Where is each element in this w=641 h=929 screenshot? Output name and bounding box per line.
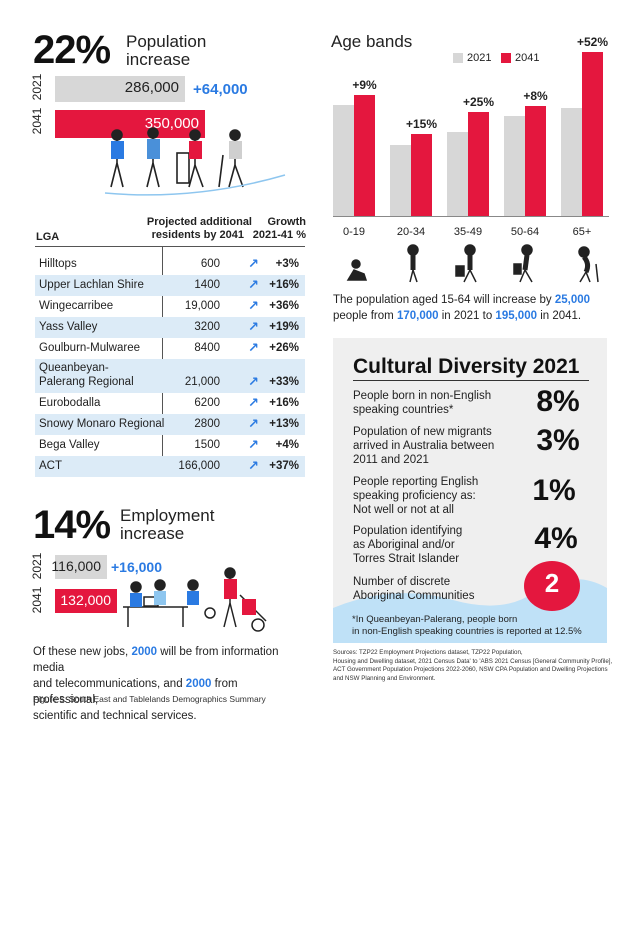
x-tick-label: 35-49 bbox=[453, 226, 483, 238]
employment-value-2041: 132,000 bbox=[60, 592, 111, 608]
up-right-arrow-icon: ↗ bbox=[248, 374, 259, 389]
employment-year-2021: 2021 bbox=[30, 552, 44, 580]
sources-text: Sources: TZP22 Employment Projections da… bbox=[333, 649, 613, 682]
table-header-growth-line1: Growth bbox=[267, 216, 307, 228]
table-header-growth-line2: 2021-41 % bbox=[252, 229, 306, 241]
x-tick-label: 20-34 bbox=[396, 226, 426, 238]
aboriginal-communities-count: 2 bbox=[544, 568, 560, 598]
growth-label: +15% bbox=[405, 116, 438, 131]
diversity-item-pct: 3% bbox=[536, 424, 580, 457]
office-workers-illustration bbox=[123, 567, 267, 632]
diversity-item-pct: 1% bbox=[532, 474, 576, 507]
up-right-arrow-icon: ↗ bbox=[248, 256, 259, 271]
table-header-added-line1: Projected additional bbox=[146, 216, 252, 228]
bar-2041-0-19 bbox=[354, 95, 375, 216]
chart-title: Age bands bbox=[331, 32, 413, 51]
up-right-arrow-icon: ↗ bbox=[248, 298, 259, 313]
population-pct: 22% bbox=[33, 28, 111, 72]
table-row: Snowy Monaro Regional 2800 ↗ +13% bbox=[35, 414, 305, 435]
population-title-line2: increase bbox=[126, 50, 191, 69]
diversity-item-pct: 8% bbox=[536, 385, 580, 418]
figure-caption: Figure 5. South East and Tablelands Demo… bbox=[33, 694, 266, 704]
table-header-lga: LGA bbox=[36, 231, 60, 243]
table-row: Goulburn-Mulwaree 8400 ↗ +26% bbox=[39, 340, 299, 355]
aboriginal-communities-circle bbox=[524, 561, 580, 611]
diversity-item-label: People reporting English speaking profic… bbox=[353, 476, 479, 516]
table-row: Bega Valley 1500 ↗ +4% bbox=[39, 437, 299, 452]
employment-value-2021: 116,000 bbox=[51, 558, 101, 574]
population-bar-2021: 286,000 bbox=[55, 76, 185, 102]
population-increase: +64,000 bbox=[193, 81, 248, 98]
diversity-item-label: Number of discrete Aboriginal Communitie… bbox=[353, 576, 475, 602]
employment-title-line1: Employment bbox=[120, 506, 215, 525]
table-header-rule bbox=[35, 246, 305, 247]
employment-bar-2041: 132,000 bbox=[55, 589, 117, 613]
diversity-footnote: *In Queanbeyan-Palerang, people born in … bbox=[352, 614, 582, 637]
employment-year-2041: 2041 bbox=[30, 586, 44, 614]
bar-2021-20-34 bbox=[390, 144, 411, 216]
age-figures-illustration bbox=[346, 244, 599, 283]
age-note: The population aged 15-64 will increase … bbox=[333, 294, 591, 322]
table-row: Wingecarribee 19,000 ↗ +36% bbox=[39, 298, 299, 313]
diversity-title-rule bbox=[353, 380, 589, 381]
diversity-item-label: Population of new migrants arrived in Au… bbox=[353, 426, 495, 466]
table-row: Hilltops 600 ↗ +3% bbox=[39, 256, 299, 271]
table-row: Upper Lachlan Shire 1400 ↗ +16% bbox=[35, 275, 305, 296]
up-right-arrow-icon: ↗ bbox=[248, 395, 259, 410]
diversity-item-pct: 4% bbox=[534, 522, 578, 555]
x-tick-label: 0-19 bbox=[342, 226, 366, 238]
table-row: ACT 166,000 ↗ +37% bbox=[35, 456, 305, 477]
x-tick-label: 50-64 bbox=[510, 226, 540, 238]
bar-2021-35-49 bbox=[447, 132, 468, 216]
population-value-2041: 350,000 bbox=[144, 115, 199, 132]
up-right-arrow-icon: ↗ bbox=[248, 458, 259, 473]
bar-2041-20-34 bbox=[411, 133, 432, 216]
population-value-2021: 286,000 bbox=[124, 79, 179, 96]
table-row: Queanbeyan- Palerang Regional 21,000 ↗ +… bbox=[35, 359, 305, 393]
population-year-2021: 2021 bbox=[30, 73, 44, 101]
population-year-2041: 2041 bbox=[30, 107, 44, 135]
diversity-item-label: People born in non-English speaking coun… bbox=[353, 390, 492, 416]
employment-bar-2021: 116,000 bbox=[51, 555, 107, 579]
bar-2021-0-19 bbox=[333, 104, 354, 216]
up-right-arrow-icon: ↗ bbox=[248, 277, 259, 292]
growth-label: +9% bbox=[352, 78, 377, 93]
diversity-title: Cultural Diversity 2021 bbox=[353, 355, 580, 378]
growth-label: +8% bbox=[523, 89, 548, 104]
people-walking-illustration bbox=[104, 127, 286, 196]
employment-note: Of these new jobs, 2000 will be from inf… bbox=[33, 646, 279, 722]
bar-2041-65+ bbox=[582, 51, 603, 216]
population-bar-2041: 350,000 bbox=[55, 110, 205, 138]
x-tick-label: 65+ bbox=[572, 226, 592, 238]
growth-label: +52% bbox=[576, 34, 609, 49]
growth-label: +25% bbox=[462, 94, 495, 109]
bar-2041-50-64 bbox=[525, 106, 546, 216]
diversity-item-label: Population identifying as Aboriginal and… bbox=[353, 525, 463, 565]
up-right-arrow-icon: ↗ bbox=[248, 319, 259, 334]
population-title-line1: Population bbox=[126, 32, 207, 51]
employment-increase: +16,000 bbox=[111, 559, 162, 575]
table-row: Eurobodalla 6200 ↗ +16% bbox=[39, 395, 299, 410]
legend-swatch-2041 bbox=[501, 53, 511, 63]
chart-baseline bbox=[333, 216, 609, 217]
employment-pct: 14% bbox=[33, 503, 111, 547]
bar-2041-35-49 bbox=[468, 111, 489, 216]
legend-label-2021: 2021 bbox=[467, 52, 492, 64]
bar-2021-50-64 bbox=[504, 115, 525, 216]
up-right-arrow-icon: ↗ bbox=[248, 340, 259, 355]
legend-label-2041: 2041 bbox=[515, 52, 540, 64]
table-row: Yass Valley 3200 ↗ +19% bbox=[35, 317, 305, 338]
up-right-arrow-icon: ↗ bbox=[248, 416, 259, 431]
up-right-arrow-icon: ↗ bbox=[248, 437, 259, 452]
table-header-added-line2: residents by 2041 bbox=[151, 229, 244, 241]
bar-2021-65+ bbox=[561, 108, 582, 216]
legend-swatch-2021 bbox=[453, 53, 463, 63]
employment-title-line2: increase bbox=[120, 524, 185, 543]
